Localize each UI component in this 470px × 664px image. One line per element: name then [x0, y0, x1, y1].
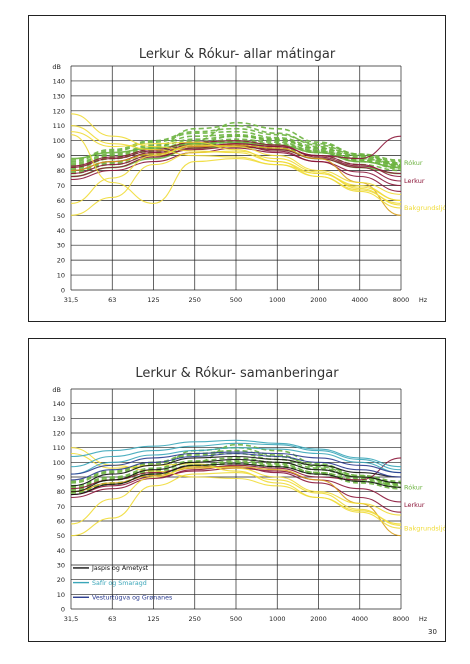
series-label-lerkur: Lerkur: [404, 177, 425, 185]
series-line-rokur: [70, 141, 402, 169]
y-tick-label: 30: [57, 242, 65, 250]
chart-title: Lerkur & Rókur- samanberingar: [135, 366, 339, 381]
series-line-vestur: [70, 452, 402, 481]
series-label-rokur: Rókur: [404, 483, 423, 491]
series-line-bakgrund: [70, 113, 402, 201]
y-tick-label: 140: [53, 400, 65, 408]
series-line-bakgrund: [70, 150, 402, 216]
series-label-rokur: Rókur: [404, 159, 423, 167]
y-tick-label: 20: [57, 257, 65, 265]
series-line-lerkur_dark: [70, 144, 402, 216]
x-tick-label: 63: [108, 615, 116, 623]
y-tick-label: 100: [53, 137, 65, 145]
legend-entry-jaspis: Jaspis og Ametyst: [91, 565, 149, 572]
series-line-vestur: [70, 451, 402, 475]
y-axis-label: dB: [52, 386, 61, 394]
chart-frame-comparisons: Lerkur & Rókur- samanberingar 0 10 20 30 40 50…: [28, 338, 446, 642]
legend-entry-safir: Safír og Smaragd: [92, 579, 147, 587]
x-tick-label: 8000: [393, 615, 410, 623]
y-tick-label: 70: [57, 182, 65, 190]
chart-frame-all-measurements: Lerkur & Rókur- allar mátingar 0 10 20 30 40 5…: [28, 15, 446, 322]
x-tick-label: 250: [189, 615, 201, 623]
y-axis-label: dB: [52, 63, 61, 71]
y-tick-label: 50: [57, 212, 65, 220]
y-tick-label: 130: [53, 415, 65, 423]
page-number: 30: [428, 628, 437, 636]
y-tick-label: 90: [57, 152, 65, 160]
x-tick-label: 4000: [351, 296, 368, 304]
y-tick-label: 40: [57, 227, 65, 235]
series-line-bakgrund: [70, 144, 402, 204]
series-label-bakgrund: Bakgrundsljóð: [404, 524, 445, 532]
x-tick-label: 250: [189, 296, 201, 304]
x-tick-label: 125: [147, 296, 159, 304]
x-tick-label: 1000: [269, 615, 286, 623]
y-tick-label: 60: [57, 197, 65, 205]
series-line-jaspis: [70, 455, 402, 487]
chart-title: Lerkur & Rókur- allar mátingar: [139, 47, 336, 62]
legend-entry-vestur: Vesturtúgva og Grønanes: [92, 593, 172, 601]
x-tick-label: 125: [147, 615, 159, 623]
y-tick-label: 80: [57, 167, 65, 175]
y-tick-label: 90: [57, 474, 65, 482]
y-tick-label: 0: [61, 287, 65, 295]
x-tick-label: 8000: [393, 296, 410, 304]
series-line-lerkur: [70, 140, 402, 175]
series-line-bakgrund: [70, 447, 402, 525]
series-line-bakgrund: [70, 472, 402, 537]
x-tick-label: 2000: [310, 296, 327, 304]
y-tick-label: 40: [57, 547, 65, 555]
chart-all-measurements: Lerkur & Rókur- allar mátingar 0 10 20 30 40 5…: [52, 47, 445, 304]
y-tick-label: 50: [57, 532, 65, 540]
x-tick-label: 4000: [351, 615, 368, 623]
series-line-safir: [70, 447, 402, 475]
y-tick-label: 110: [53, 444, 65, 452]
y-tick-label: 60: [57, 518, 65, 526]
y-tick-label: 140: [53, 77, 65, 85]
y-tick-label: 20: [57, 576, 65, 584]
x-tick-label: 63: [108, 296, 116, 304]
series-label-lerkur: Lerkur: [404, 501, 425, 509]
series-line-rokur: [70, 449, 402, 483]
y-tick-label: 120: [53, 430, 65, 438]
y-tick-label: 10: [57, 272, 65, 280]
series-line-safir: [70, 442, 402, 471]
series-line-jaspis: [70, 463, 402, 496]
x-tick-label: 1000: [269, 296, 286, 304]
series-line-bakgrund: [70, 125, 402, 204]
y-tick-label: 120: [53, 107, 65, 115]
y-tick-label: 30: [57, 562, 65, 570]
y-tick-label: 130: [53, 92, 65, 100]
y-tick-label: 80: [57, 488, 65, 496]
series-line-rokur: [70, 446, 402, 489]
x-axis-label: Hz: [419, 296, 428, 304]
series-line-bakgrund: [70, 134, 402, 204]
y-tick-label: 100: [53, 459, 65, 467]
chart-comparisons: Lerkur & Rókur- samanberingar 0 10 20 30 40 50…: [52, 366, 445, 623]
series-line-bakgrund: [70, 466, 402, 525]
series-line-lerkur: [70, 135, 402, 178]
series-line-rokur: [70, 457, 402, 487]
y-tick-label: 0: [61, 606, 65, 614]
x-tick-label: 31,5: [64, 296, 78, 304]
series-line-jaspis: [70, 458, 402, 493]
y-tick-label: 70: [57, 503, 65, 511]
series-line-bakgrund: [70, 131, 402, 209]
x-tick-label: 500: [230, 296, 242, 304]
y-tick-label: 110: [53, 122, 65, 130]
x-tick-label: 2000: [310, 615, 327, 623]
series-line-safir: [70, 439, 402, 468]
series-line-rokur: [70, 127, 402, 161]
series-line-lerkur: [70, 147, 402, 187]
x-tick-label: 500: [230, 615, 242, 623]
series-label-bakgrund: Bakgrundsljóð: [404, 204, 445, 212]
y-tick-label: 10: [57, 591, 65, 599]
x-axis-label: Hz: [419, 615, 428, 623]
x-tick-label: 31,5: [64, 615, 78, 623]
